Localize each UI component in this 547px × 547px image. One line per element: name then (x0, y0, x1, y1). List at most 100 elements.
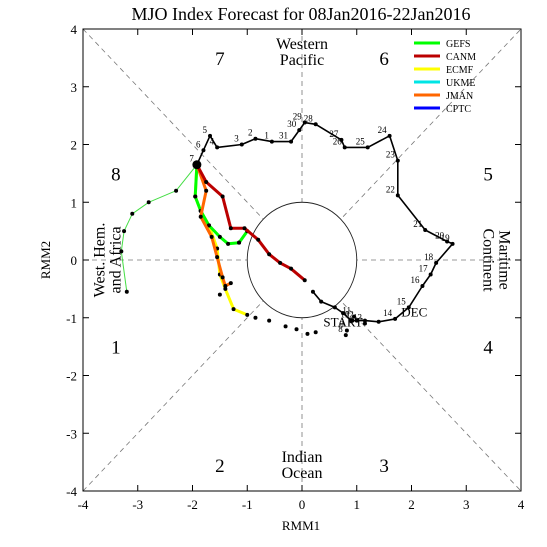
data-point-canm (278, 260, 283, 265)
day-label: 30 (287, 119, 297, 129)
data-point-ecmf (231, 307, 236, 312)
x-axis-label: RMM1 (282, 518, 320, 533)
data-point-observed (319, 299, 324, 304)
day-label: 3 (234, 134, 239, 144)
x-tick-label: 2 (408, 497, 415, 512)
data-point-observed (239, 142, 244, 147)
data-point-observed (428, 272, 433, 277)
data-point-observed (310, 289, 315, 294)
day-label: 26 (333, 136, 343, 146)
phase-label: 4 (483, 338, 493, 359)
legend: GEFS CANM ECMF UKME JMAN CPTC (414, 39, 476, 115)
data-point-observed-start-days (343, 333, 348, 338)
day-label: 29 (293, 112, 303, 122)
data-point-jman (220, 275, 225, 280)
data-point-ecmf (223, 286, 228, 291)
y-tick-label: -1 (66, 311, 77, 326)
data-point-observed (434, 260, 439, 265)
data-point-observed (342, 145, 347, 150)
region-label-line: Pacific (280, 52, 324, 69)
legend-label-canm: CANM (446, 52, 476, 63)
data-point-canm (204, 180, 209, 185)
data-point-ecmf (245, 312, 250, 317)
data-point-observed (450, 241, 455, 246)
day-label: 10 (340, 310, 350, 320)
phase-label: 5 (483, 164, 493, 185)
day-label: 17 (419, 263, 429, 273)
data-point-observed (395, 193, 400, 198)
data-point-observed (215, 145, 220, 150)
day-label: 24 (378, 125, 388, 135)
day-label: 8 (338, 324, 343, 334)
data-point-observed (332, 305, 337, 310)
region-label-line: West. Hem. (92, 223, 109, 298)
day-label: 15 (397, 296, 407, 306)
y-tick-label: 2 (71, 138, 78, 153)
day-label: 20 (435, 231, 445, 241)
data-point-gefs (226, 241, 231, 246)
day-label: 12 (345, 310, 354, 320)
data-point-observed (445, 239, 450, 244)
data-point-forecast-dots (294, 327, 299, 332)
region-label-line: Ocean (282, 465, 323, 482)
data-point-jman (228, 281, 233, 286)
data-point-canm (267, 252, 272, 257)
data-point-observed (376, 319, 381, 324)
legend-label-cptc: CPTC (446, 104, 471, 115)
chart-title: MJO Index Forecast for 08Jan2016-22Jan20… (132, 4, 471, 24)
data-point-observed (393, 316, 398, 321)
legend-label-gefs: GEFS (446, 39, 470, 50)
observed-label: DEC (401, 305, 427, 320)
y-tick-label: -4 (66, 484, 77, 499)
day-label: 14 (383, 308, 393, 318)
data-point-forecast-dots (237, 240, 242, 245)
day-label: 7 (189, 154, 194, 164)
series-line-observed (196, 121, 454, 323)
data-point-canm (302, 278, 307, 283)
data-point-observed (362, 318, 367, 323)
data-point-observed (253, 136, 258, 141)
data-point-observed-start-days (354, 318, 359, 323)
x-tick-label: 1 (354, 497, 361, 512)
day-label: 28 (304, 113, 314, 123)
phase-label: 1 (111, 338, 121, 359)
data-point-observed (269, 139, 274, 144)
data-point-observed (339, 137, 344, 142)
day-label: 23 (386, 150, 396, 160)
day-label: 2 (248, 128, 253, 138)
x-tick-label: -3 (132, 497, 143, 512)
data-point-observed (289, 139, 294, 144)
day-label: 19 (441, 233, 451, 243)
phase-label: 6 (379, 49, 389, 70)
region-label-line: Maritime (495, 230, 512, 290)
data-point-observed (201, 148, 206, 153)
day-label: 4 (210, 136, 215, 146)
day-label: 5 (203, 125, 208, 135)
series-line-canm (195, 163, 306, 282)
data-point-jman (209, 234, 214, 239)
data-point-observed (423, 227, 428, 232)
data-point-canm (289, 266, 294, 271)
x-tick-label: -2 (187, 497, 198, 512)
data-point-observed (420, 283, 425, 288)
region-label-line: Western (276, 36, 328, 53)
data-point-observed (297, 128, 302, 133)
region-label: West. Hem. and Africa (92, 223, 125, 298)
data-point-forecast-dots (283, 324, 288, 329)
data-point-forecast-dots (267, 318, 272, 323)
data-point-jman (204, 188, 209, 193)
x-tick-label: -1 (242, 497, 253, 512)
data-point-gefs (217, 234, 222, 239)
x-tick-label: -4 (78, 497, 89, 512)
data-point-gefs (193, 194, 198, 199)
legend-label-jman: JMAN (446, 91, 473, 102)
y-tick-label: -2 (66, 369, 77, 384)
data-point-gefs-ensemble-mean (119, 249, 124, 254)
data-point-observed (387, 133, 392, 138)
data-point-observed-start-days (350, 318, 355, 323)
